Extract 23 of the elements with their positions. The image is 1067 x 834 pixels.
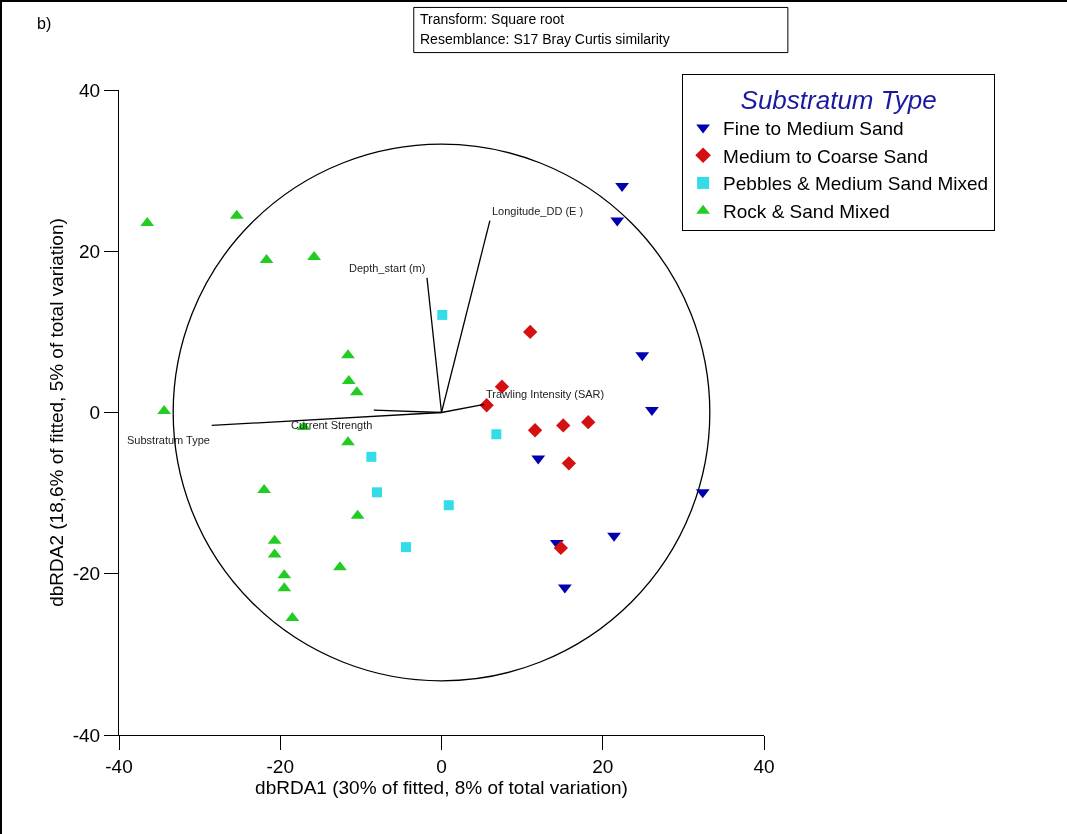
text: Transform: Square root: [420, 11, 565, 27]
y-tick-label: 40: [79, 79, 101, 101]
annotation: Longitude_DD (E ): [492, 205, 584, 217]
y-tick-label: -40: [72, 724, 101, 746]
y-tick-label: -20: [72, 563, 101, 585]
text: Resemblance: S17 Bray Curtis similarity: [420, 31, 670, 47]
x-tick-label: 20: [592, 755, 614, 777]
y-axis-title: dbRDA2 (18,6% of fitted, 5% of total variation): [45, 218, 67, 607]
x-tick-label: 40: [753, 755, 775, 777]
text: b): [37, 15, 52, 32]
x-tick-label: 0: [436, 755, 447, 777]
legend-title: Substratum Type: [740, 84, 937, 115]
x-tick-label: -40: [105, 755, 133, 777]
legend-label: Pebbles & Medium Sand Mixed: [723, 173, 989, 195]
annotation: Trawling Intensity (SAR): [486, 388, 605, 400]
legend-label: Rock & Sand Mixed: [723, 201, 890, 223]
legend-label: Fine to Medium Sand: [723, 117, 904, 139]
x-tick-label: -20: [266, 755, 294, 777]
annotation: Depth_start (m): [349, 262, 426, 274]
legend-label: Medium to Coarse Sand: [723, 145, 928, 167]
y-tick-label: 20: [79, 240, 101, 262]
y-tick-label: 0: [89, 402, 101, 424]
x-axis-title: dbRDA1 (30% of fitted, 8% of total variation): [255, 776, 628, 798]
